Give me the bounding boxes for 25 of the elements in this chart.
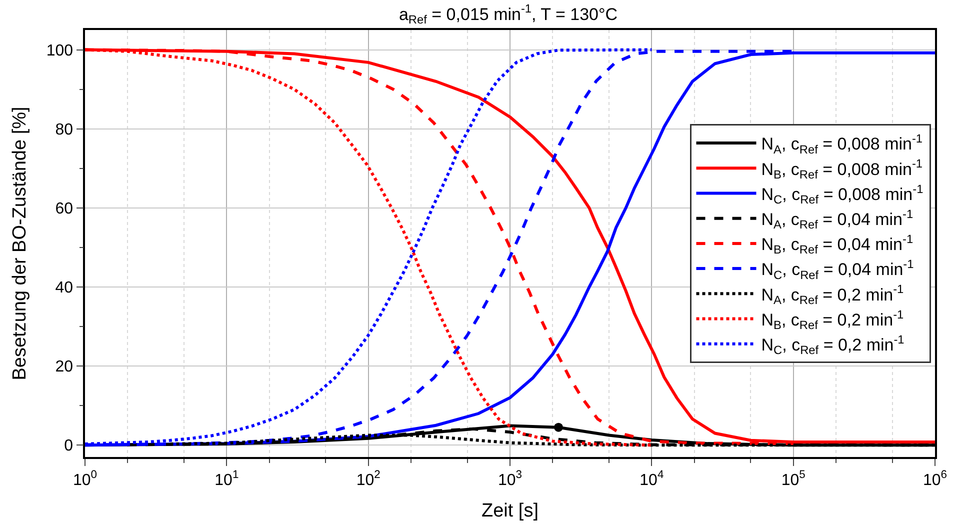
y-tick-label: 0 xyxy=(64,438,74,455)
legend-label: N$_{A}$, c$_{Ref}$ = 0,04 min$^{-1}$ xyxy=(761,206,914,232)
legend-label: N$_{C}$, c$_{Ref}$ = 0,2 min$^{-1}$ xyxy=(761,332,905,358)
legend-label: N$_{B}$, c$_{Ref}$ = 0,008 min$^{-1}$ xyxy=(761,156,923,182)
y-tick-label: 80 xyxy=(55,121,74,138)
legend-label: N$_{C}$, c$_{Ref}$ = 0,04 min$^{-1}$ xyxy=(761,257,914,282)
x-tick-label: 10$^{2}$ xyxy=(356,469,380,489)
y-tick-label: 40 xyxy=(55,280,74,297)
y-axis-title: Besetzung der BO-Zustände [%] xyxy=(10,106,31,380)
x-tick-label: 10$^{4}$ xyxy=(640,469,664,489)
chart-title: a$_{Ref}$ = 0,015 min$^{-1}$, T = 130°C xyxy=(398,2,618,26)
x-axis-title: Zeit [s] xyxy=(481,500,539,522)
legend-label: N$_{A}$, c$_{Ref}$ = 0,008 min$^{-1}$ xyxy=(761,132,923,156)
x-tick-label: 10$^{3}$ xyxy=(498,469,522,489)
y-tick-label: 100 xyxy=(46,42,74,60)
x-tick-label: 10$^{0}$ xyxy=(72,469,98,489)
legend-label: N$_{C}$, c$_{Ref}$ = 0,008 min$^{-1}$ xyxy=(761,182,924,206)
x-tick-label: 10$^{6}$ xyxy=(922,469,948,489)
x-tick-label: 10$^{5}$ xyxy=(781,469,806,489)
x-tick-label: 10$^{1}$ xyxy=(214,469,239,489)
legend-label: N$_{A}$, c$_{Ref}$ = 0,2 min$^{-1}$ xyxy=(761,282,904,307)
legend-label: N$_{B}$, c$_{Ref}$ = 0,04 min$^{-1}$ xyxy=(761,232,914,257)
y-tick-label: 20 xyxy=(55,358,74,376)
legend-label: N$_{B}$, c$_{Ref}$ = 0,2 min$^{-1}$ xyxy=(761,307,904,332)
y-tick-label: 60 xyxy=(55,200,74,218)
